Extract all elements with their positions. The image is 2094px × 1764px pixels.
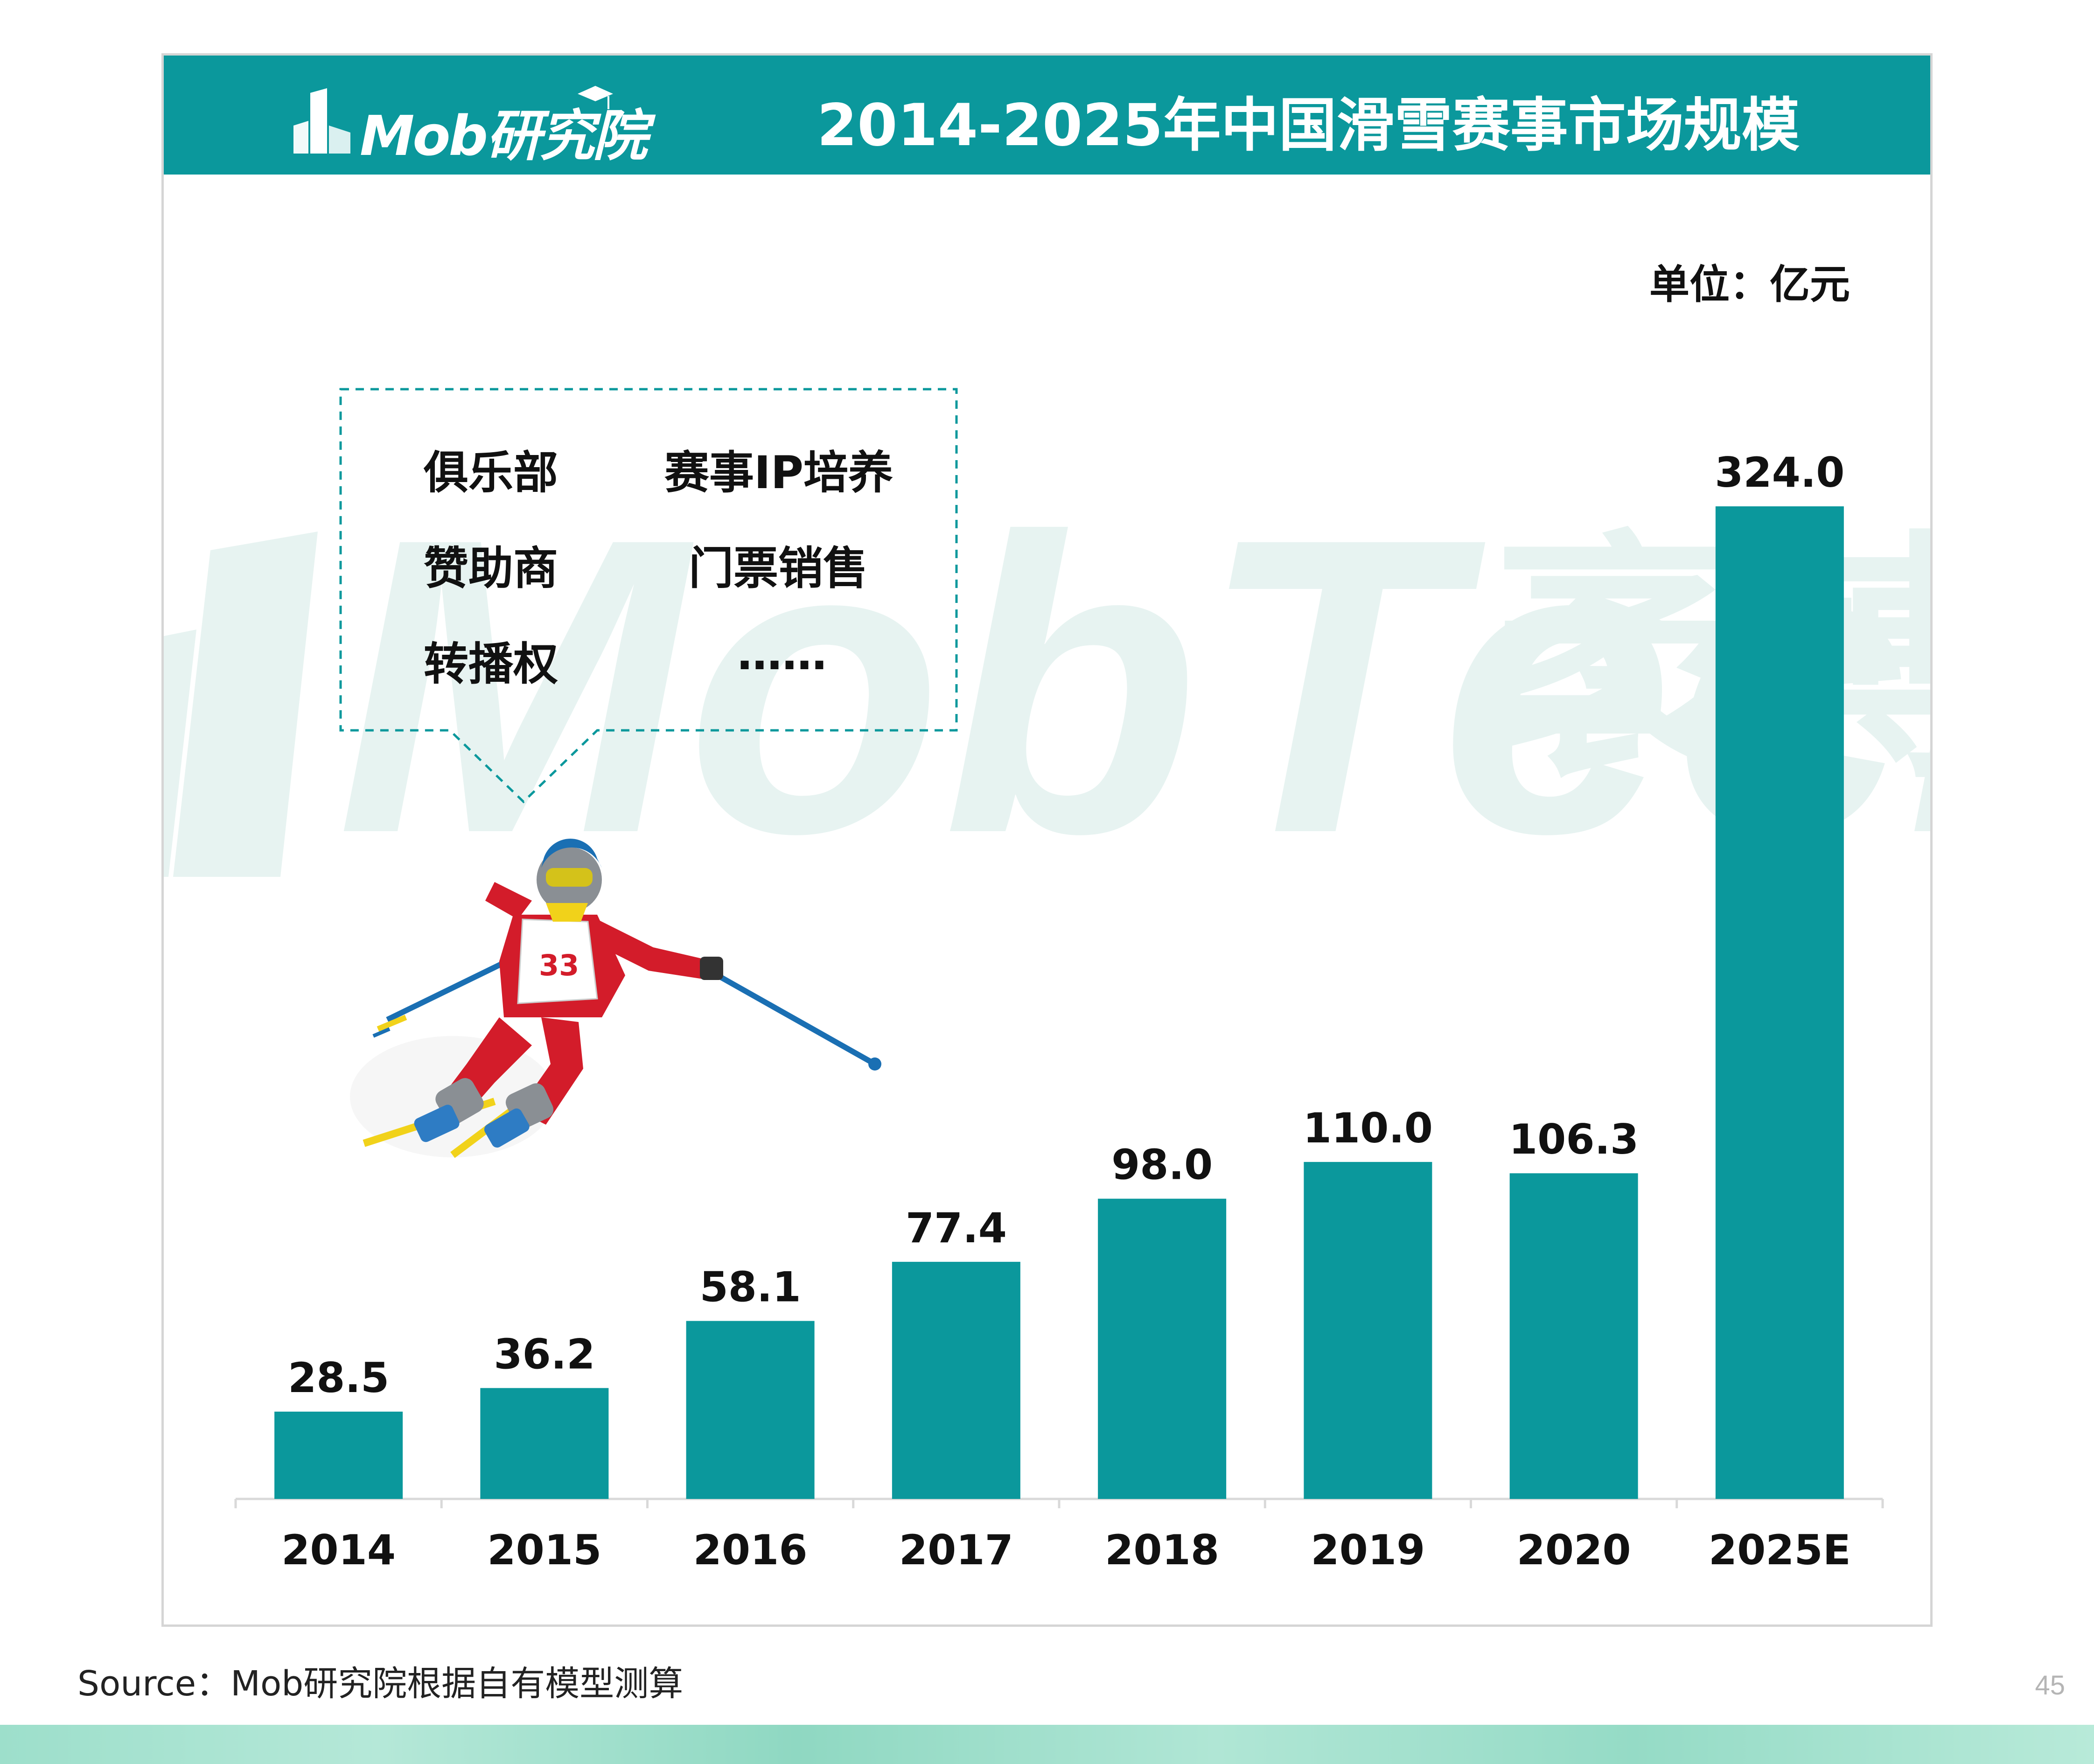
x-tick-label: 2015 xyxy=(487,1526,601,1574)
source-note: Source：Mob研究院根据自有模型测算 xyxy=(77,1664,684,1704)
x-tick-label: 2019 xyxy=(1311,1526,1425,1574)
bar-2019 xyxy=(1304,1162,1432,1499)
mob-logo: Mob研究院 xyxy=(290,74,648,168)
bar-2018 xyxy=(1098,1198,1227,1499)
bib-number: 33 xyxy=(539,948,579,982)
graduation-cap-icon xyxy=(578,86,613,109)
x-tick-label: 2016 xyxy=(693,1526,808,1574)
data-label: 106.3 xyxy=(1509,1115,1639,1163)
x-tick-label: 2018 xyxy=(1105,1526,1219,1574)
data-label: 98.0 xyxy=(1111,1141,1213,1189)
footer-band xyxy=(0,1725,2094,1764)
page-number: 45 xyxy=(2035,1670,2065,1701)
bar-2014 xyxy=(274,1411,403,1499)
x-tick-label: 2020 xyxy=(1517,1526,1631,1574)
bar-2015 xyxy=(480,1388,609,1499)
mob-building-icon xyxy=(293,88,350,154)
data-label: 36.2 xyxy=(494,1330,595,1378)
data-label: 28.5 xyxy=(288,1354,389,1402)
header-bar: Mob研究院 2014-2025年中国滑雪赛事市场规模 xyxy=(164,56,1930,175)
unit-label: 单位：亿元 xyxy=(1649,261,1850,308)
bar-2016 xyxy=(686,1321,815,1499)
data-label: 77.4 xyxy=(906,1204,1007,1252)
bar-2020 xyxy=(1509,1173,1638,1499)
skier-illustration: 33 xyxy=(350,839,881,1158)
page-title: 2014-2025年中国滑雪赛事市场规模 xyxy=(817,92,1800,159)
logo-text: Mob研究院 xyxy=(360,104,648,168)
data-label: 110.0 xyxy=(1303,1104,1433,1152)
x-tick-label: 2014 xyxy=(281,1526,396,1574)
x-tick-label: 2025E xyxy=(1709,1526,1851,1574)
data-label: 324.0 xyxy=(1715,448,1844,497)
x-tick-label: 2017 xyxy=(899,1526,1013,1574)
data-label: 58.1 xyxy=(700,1263,801,1311)
bar-2025E xyxy=(1715,506,1844,1499)
bar-2017 xyxy=(892,1261,1020,1499)
